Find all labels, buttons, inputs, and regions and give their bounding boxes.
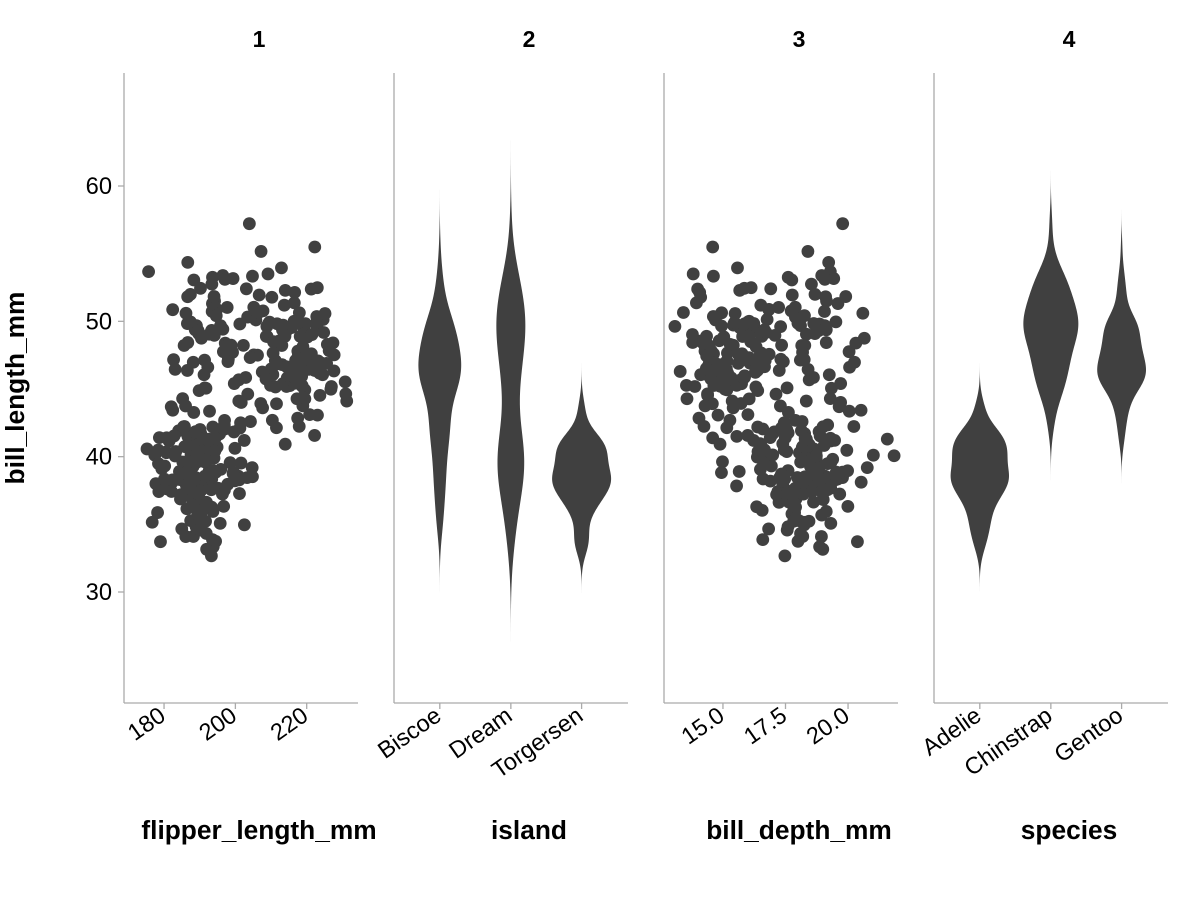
svg-text:30: 30 [86, 580, 112, 606]
svg-text:60: 60 [86, 174, 112, 200]
svg-text:4: 4 [1063, 26, 1076, 52]
svg-text:50: 50 [86, 309, 112, 335]
svg-text:bill_length_mm: bill_length_mm [0, 292, 30, 485]
svg-text:40: 40 [86, 445, 112, 471]
svg-text:island: island [491, 815, 567, 845]
svg-text:flipper_length_mm: flipper_length_mm [141, 815, 376, 845]
svg-text:2: 2 [523, 26, 536, 52]
svg-text:bill_depth_mm: bill_depth_mm [706, 815, 892, 845]
svg-text:1: 1 [253, 26, 266, 52]
svg-text:3: 3 [793, 26, 806, 52]
svg-text:species: species [1021, 815, 1118, 845]
